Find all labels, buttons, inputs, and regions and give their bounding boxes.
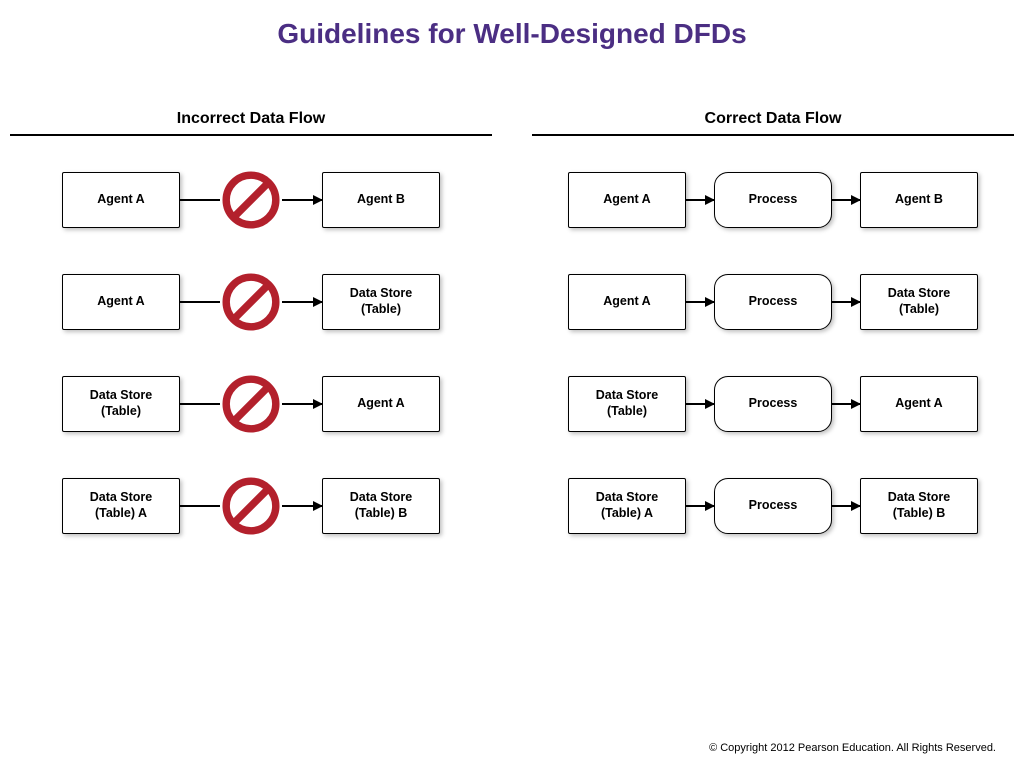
node-process: Process: [714, 478, 832, 534]
flow-arrow: [686, 403, 714, 405]
flow-arrow: [686, 199, 714, 201]
node-from: Agent A: [568, 274, 686, 330]
node-process: Process: [714, 376, 832, 432]
node-process: Process: [714, 172, 832, 228]
node-from: Agent A: [62, 172, 180, 228]
node-from: Agent A: [62, 274, 180, 330]
correct-row-0: Agent A Process Agent B: [532, 164, 1014, 236]
node-to: Data Store(Table): [322, 274, 440, 330]
flow-arrow: [282, 505, 322, 507]
flow-arrow: [832, 505, 860, 507]
node-to: Data Store(Table) B: [860, 478, 978, 534]
incorrect-row-0: Agent A Agent B: [10, 164, 492, 236]
flow-arrow: [282, 301, 322, 303]
node-to: Agent A: [322, 376, 440, 432]
flow-line: [180, 403, 220, 405]
node-to: Data Store(Table) B: [322, 478, 440, 534]
flow-arrow: [832, 403, 860, 405]
flow-arrow: [686, 301, 714, 303]
correct-row-3: Data Store(Table) A Process Data Store(T…: [532, 470, 1014, 542]
node-process: Process: [714, 274, 832, 330]
node-to: Agent B: [322, 172, 440, 228]
node-to: Agent B: [860, 172, 978, 228]
copyright-footer: © Copyright 2012 Pearson Education. All …: [709, 742, 996, 754]
flow-arrow: [686, 505, 714, 507]
correct-row-1: Agent A Process Data Store(Table): [532, 266, 1014, 338]
column-header-incorrect: Incorrect Data Flow: [10, 110, 492, 136]
node-to: Agent A: [860, 376, 978, 432]
flow-line: [180, 301, 220, 303]
node-from: Data Store(Table): [568, 376, 686, 432]
prohibit-icon: [220, 373, 282, 435]
prohibit-icon: [220, 271, 282, 333]
node-to: Data Store(Table): [860, 274, 978, 330]
incorrect-row-3: Data Store(Table) A Data Store(Table) B: [10, 470, 492, 542]
column-incorrect: Incorrect Data Flow Agent A Agent B Agen…: [10, 110, 492, 572]
node-from: Data Store(Table) A: [568, 478, 686, 534]
page-title: Guidelines for Well-Designed DFDs: [0, 0, 1024, 50]
prohibit-icon: [220, 475, 282, 537]
correct-row-2: Data Store(Table) Process Agent A: [532, 368, 1014, 440]
incorrect-row-1: Agent A Data Store(Table): [10, 266, 492, 338]
flow-arrow: [282, 199, 322, 201]
flow-arrow: [832, 301, 860, 303]
flow-arrow: [282, 403, 322, 405]
prohibit-icon: [220, 169, 282, 231]
flow-arrow: [832, 199, 860, 201]
node-from: Data Store(Table): [62, 376, 180, 432]
flow-line: [180, 505, 220, 507]
node-from: Agent A: [568, 172, 686, 228]
flow-line: [180, 199, 220, 201]
column-header-correct: Correct Data Flow: [532, 110, 1014, 136]
incorrect-row-2: Data Store(Table) Agent A: [10, 368, 492, 440]
diagram-columns: Incorrect Data Flow Agent A Agent B Agen…: [0, 50, 1024, 572]
column-correct: Correct Data Flow Agent A Process Agent …: [532, 110, 1014, 572]
node-from: Data Store(Table) A: [62, 478, 180, 534]
